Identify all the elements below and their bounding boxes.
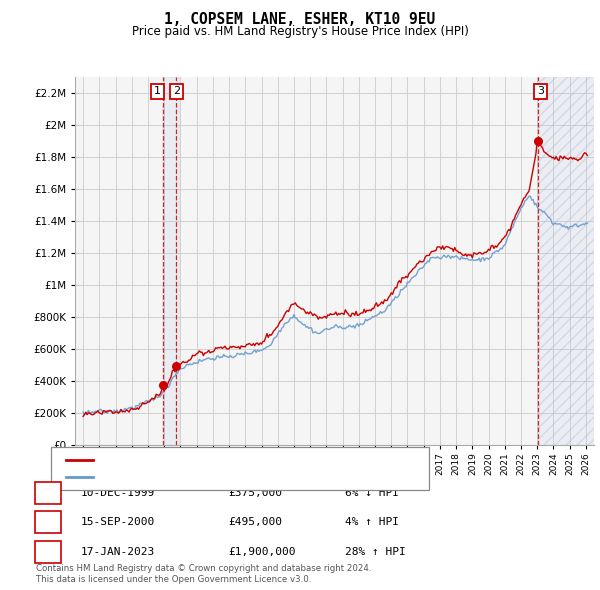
- Bar: [163, 77, 179, 445]
- Text: 2: 2: [173, 87, 180, 96]
- Bar: [538, 77, 594, 445]
- Text: 1, COPSEM LANE, ESHER, KT10 9EU: 1, COPSEM LANE, ESHER, KT10 9EU: [164, 12, 436, 27]
- Text: £1,900,000: £1,900,000: [228, 547, 296, 556]
- Text: Contains HM Land Registry data © Crown copyright and database right 2024.: Contains HM Land Registry data © Crown c…: [36, 565, 371, 573]
- Text: 15-SEP-2000: 15-SEP-2000: [81, 517, 155, 527]
- Text: £375,000: £375,000: [228, 488, 282, 497]
- Text: 28% ↑ HPI: 28% ↑ HPI: [345, 547, 406, 556]
- Text: 4% ↑ HPI: 4% ↑ HPI: [345, 517, 399, 527]
- Text: £495,000: £495,000: [228, 517, 282, 527]
- Text: Price paid vs. HM Land Registry's House Price Index (HPI): Price paid vs. HM Land Registry's House …: [131, 25, 469, 38]
- Text: 6% ↓ HPI: 6% ↓ HPI: [345, 488, 399, 497]
- Text: 1: 1: [154, 87, 161, 96]
- Text: This data is licensed under the Open Government Licence v3.0.: This data is licensed under the Open Gov…: [36, 575, 311, 584]
- Text: 1, COPSEM LANE, ESHER, KT10 9EU (detached house): 1, COPSEM LANE, ESHER, KT10 9EU (detache…: [99, 455, 394, 466]
- Text: 3: 3: [537, 87, 544, 96]
- Text: HPI: Average price, detached house, Elmbridge: HPI: Average price, detached house, Elmb…: [99, 471, 357, 481]
- Text: 17-JAN-2023: 17-JAN-2023: [81, 547, 155, 556]
- Text: 1: 1: [44, 486, 52, 499]
- Text: 3: 3: [44, 545, 52, 558]
- Text: 10-DEC-1999: 10-DEC-1999: [81, 488, 155, 497]
- Bar: [538, 77, 594, 445]
- Text: 2: 2: [44, 516, 52, 529]
